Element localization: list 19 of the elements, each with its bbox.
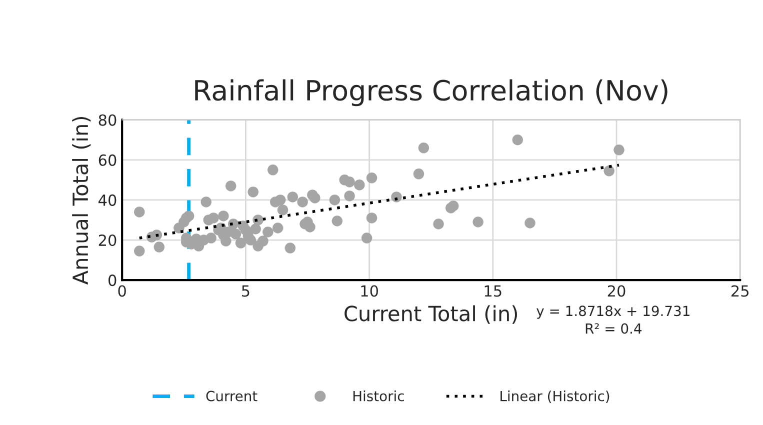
x-tick-label: 25 [732, 285, 748, 297]
x-axis-title: Current Total (in) [344, 305, 517, 324]
x-tick-label: 5 [242, 285, 250, 297]
x-tick-label: 10 [361, 285, 378, 297]
text: y = 1.8718x + 19.731 [536, 306, 690, 319]
x-tick-label: 0 [118, 285, 126, 297]
x-tick-label: 20 [608, 285, 626, 297]
y-axis-title: Annual Total (in) [72, 116, 91, 285]
legend-label: Historic [353, 390, 404, 402]
chart-title: Rainfall Progress Correlation (Nov) [195, 79, 668, 106]
text: R² = 0.4 [586, 323, 642, 334]
y-tick-label: 80 [98, 114, 116, 126]
y-tick-label: 20 [98, 234, 116, 246]
y-tick-label: 60 [98, 154, 116, 166]
y-tick-label: 40 [98, 194, 116, 206]
x-tick-label: 15 [484, 285, 502, 297]
legend-label: Current [206, 390, 258, 402]
legend-label: Linear (Historic) [500, 390, 610, 403]
y-tick-label: 0 [108, 274, 116, 286]
